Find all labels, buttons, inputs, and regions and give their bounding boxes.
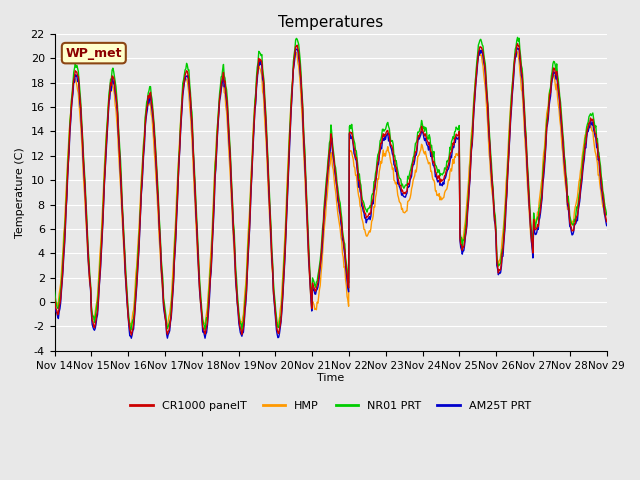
Text: WP_met: WP_met	[65, 47, 122, 60]
Legend: CR1000 panelT, HMP, NR01 PRT, AM25T PRT: CR1000 panelT, HMP, NR01 PRT, AM25T PRT	[126, 396, 535, 415]
Y-axis label: Temperature (C): Temperature (C)	[15, 147, 25, 238]
Title: Temperatures: Temperatures	[278, 15, 383, 30]
X-axis label: Time: Time	[317, 373, 344, 384]
